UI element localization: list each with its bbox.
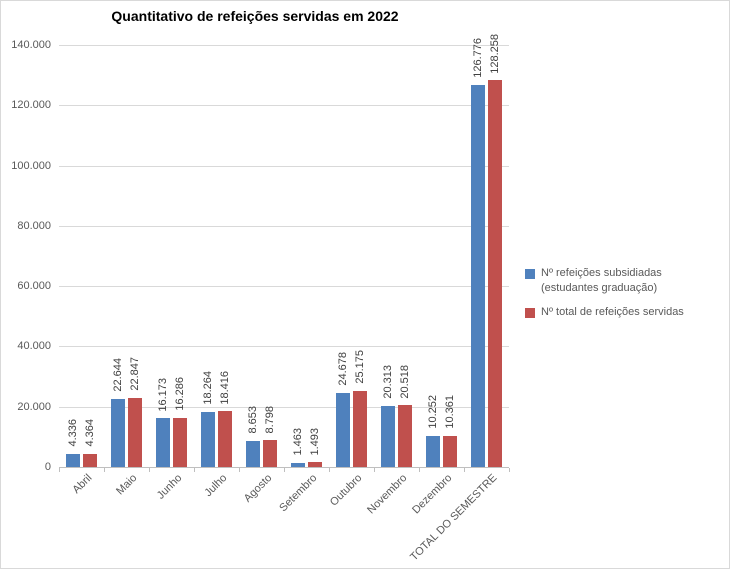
data-label: 4.364 [84, 419, 96, 447]
x-axis-tick [374, 468, 375, 472]
y-axis-tick-label: 80.000 [17, 219, 51, 232]
gridline [59, 225, 509, 227]
data-label: 10.252 [427, 395, 439, 430]
bar-series1-dezembro [426, 436, 440, 467]
x-axis-tick [464, 468, 465, 472]
x-axis-tick [284, 468, 285, 472]
data-label: 16.173 [157, 377, 169, 412]
x-axis-tick [59, 468, 60, 472]
bar-series2-outubro [353, 391, 367, 467]
bar-series1-outubro [336, 392, 350, 467]
x-axis-tick [419, 468, 420, 472]
legend-label: Nº total de refeições servidas [541, 306, 684, 318]
data-label: 22.644 [112, 358, 124, 392]
data-label: 4.336 [67, 419, 79, 447]
data-label: 128.258 [489, 33, 501, 74]
data-label: 20.313 [382, 365, 394, 399]
x-axis-line [59, 467, 509, 468]
x-axis-tick [194, 468, 195, 472]
y-axis-tick-label: 40.000 [17, 340, 51, 353]
x-axis-tick [239, 468, 240, 472]
x-axis-tick [104, 468, 105, 472]
bar-series2-maio [128, 398, 142, 467]
data-label: 8.653 [247, 406, 259, 434]
chart-title: Quantitativo de refeições servidas em 20… [111, 8, 399, 24]
gridline [59, 165, 509, 167]
bar-series1-maio [111, 398, 125, 467]
legend-label: Nº refeições subsidiadas (estudantes gra… [541, 267, 662, 294]
data-label: 25.175 [354, 350, 366, 385]
legend-item-subsidized: Nº refeições subsidiadas (estudantes gra… [525, 266, 725, 296]
y-axis-tick-label: 20.000 [17, 400, 51, 413]
bar-series1-agosto [246, 440, 260, 467]
legend-marker-red-icon [525, 308, 535, 318]
legend-item-total: Nº total de refeições servidas [525, 305, 725, 320]
gridline [59, 286, 509, 288]
bar-series1-total-do-semestre [471, 84, 485, 467]
data-label: 1.493 [309, 427, 321, 456]
data-label: 10.361 [444, 395, 456, 429]
y-axis-tick-label: 120.000 [11, 99, 51, 112]
bar-series2-setembro [308, 462, 322, 467]
gridline [59, 45, 509, 46]
gridline [59, 406, 509, 408]
y-axis-tick-label: 100.000 [11, 159, 51, 172]
data-label: 126.776 [472, 38, 484, 78]
data-label: 16.286 [174, 377, 186, 411]
gridline [59, 346, 509, 348]
y-axis-tick-label: 140.000 [11, 39, 51, 51]
bar-series2-novembro [398, 405, 412, 467]
y-axis-tick-label: 60.000 [17, 280, 51, 293]
data-label: 22.847 [129, 357, 141, 392]
bar-series2-total-do-semestre [488, 80, 502, 467]
bar-series2-agosto [263, 440, 277, 467]
x-axis-tick [329, 468, 330, 472]
bar-series2-junho [173, 417, 187, 467]
bar-series1-junho [156, 418, 170, 467]
bar-series1-julho [201, 411, 215, 467]
bar-series2-abril [83, 453, 97, 467]
bar-series1-novembro [381, 405, 395, 467]
data-label: 1.463 [292, 428, 304, 456]
x-axis-tick [509, 468, 510, 472]
data-label: 18.416 [219, 370, 231, 405]
bar-series1-abril [66, 453, 80, 467]
gridline [59, 105, 509, 107]
bar-series2-julho [218, 411, 232, 467]
bar-series1-setembro [291, 462, 305, 467]
data-label: 8.798 [264, 405, 276, 434]
y-axis-tick-label: 0 [44, 461, 51, 473]
bar-series2-dezembro [443, 435, 457, 467]
x-axis-tick [149, 468, 150, 472]
data-label: 18.264 [202, 371, 214, 405]
data-label: 24.678 [337, 351, 349, 386]
data-label: 20.518 [399, 364, 411, 399]
legend: Nº refeições subsidiadas (estudantes gra… [525, 266, 725, 320]
legend-marker-blue-icon [525, 269, 535, 279]
